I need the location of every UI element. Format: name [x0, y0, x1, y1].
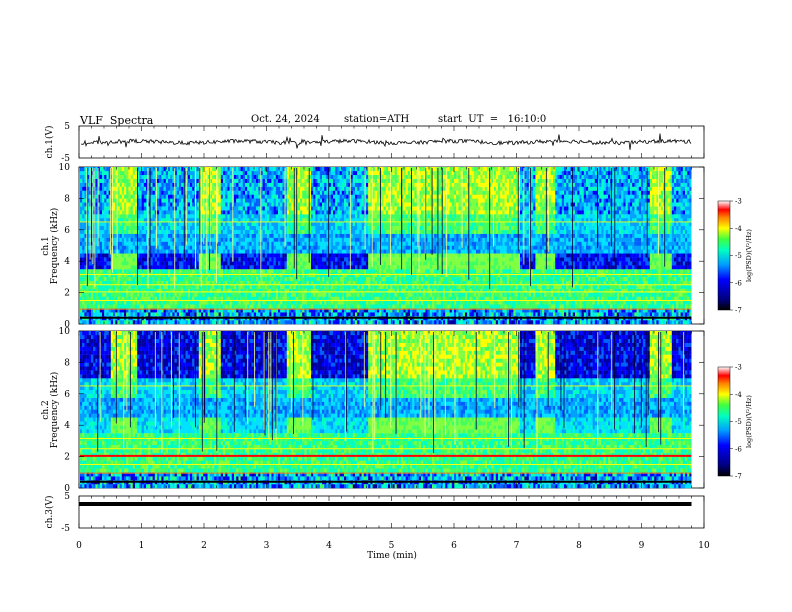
volt-tick-label: 5 [64, 492, 70, 502]
colorbar-tick-label: -6 [735, 445, 742, 453]
ch2-colorbar [717, 366, 731, 477]
time-tick-label: 0 [76, 541, 82, 551]
ch2-spectrogram [80, 331, 704, 489]
time-tick-label: 9 [639, 541, 645, 551]
colorbar-tick-label: -5 [735, 418, 742, 426]
freq-tick-label: 6 [64, 226, 70, 236]
time-tick-label: 3 [264, 541, 270, 551]
time-tick-label: 2 [201, 541, 207, 551]
colorbar-label: log(PSD)(V²/Hz) [745, 229, 753, 282]
freq-tick-label: 4 [64, 257, 70, 267]
time-tick-label: 5 [389, 541, 395, 551]
freq-tick-label: 10 [59, 163, 71, 173]
ch1-volt-axis-label: ch.1(V) [44, 126, 55, 159]
volt-tick-label: -5 [61, 154, 70, 164]
ch2-freq-axis-label: Frequency (kHz) [49, 372, 60, 449]
colorbar-tick-label: -6 [735, 279, 742, 287]
freq-tick-label: 8 [64, 194, 70, 204]
time-tick-label: 4 [326, 541, 332, 551]
freq-tick-label: 6 [64, 390, 70, 400]
colorbar-tick-label: -7 [735, 473, 742, 481]
freq-tick-label: 0 [64, 320, 70, 330]
time-tick-label: 10 [698, 541, 710, 551]
colorbar-tick-label: -3 [735, 364, 742, 372]
colorbar-tick-label: -4 [735, 225, 742, 233]
chart-title: VLF Spectra [80, 114, 153, 127]
x-axis-label: Time (min) [367, 550, 417, 561]
colorbar-ticks: -3 -4 -5 -6 -7 log(PSD)(V²/Hz) -3 -4 -5 -6 -7 log(P… [730, 198, 753, 481]
time-tick-label: 1 [139, 541, 145, 551]
freq-tick-label: 2 [64, 453, 70, 463]
colorbar-tick-label: -5 [735, 252, 742, 260]
volt-tick-label: -5 [61, 524, 70, 534]
colorbar-tick-label: -4 [735, 391, 742, 399]
freq-tick-label: 2 [64, 289, 70, 299]
freq-tick-label: 8 [64, 358, 70, 368]
ch1-waveform-trace [81, 133, 692, 150]
ch1-colorbar [717, 200, 731, 311]
volt-tick-label: 5 [64, 122, 70, 132]
colorbar-tick-label: -7 [735, 307, 742, 315]
time-tick-label: 7 [514, 541, 520, 551]
ch1-freq-axis-label: Frequency (kHz) [49, 208, 60, 285]
header-start-time: start UT = 16:10:0 [438, 114, 546, 125]
freq-tick-label: 10 [59, 327, 71, 337]
ch3-volt-axis-label: ch.3(V) [44, 496, 55, 529]
ch2-freq-axis-label-channel: ch.2 [41, 400, 51, 419]
header-date: Oct. 24, 2024 [251, 114, 320, 125]
freq-tick-label: 4 [64, 421, 70, 431]
time-tick-label: 6 [451, 541, 457, 551]
colorbar-tick-label: -3 [735, 198, 742, 206]
freq-tick-label: 0 [64, 484, 70, 494]
ch1-spectrogram [80, 167, 704, 325]
header-station: station=ATH [344, 114, 409, 125]
colorbar-label: log(PSD)(V²/Hz) [745, 395, 753, 448]
time-tick-label: 8 [576, 541, 582, 551]
ch1-freq-axis-label-channel: ch.1 [41, 236, 51, 255]
